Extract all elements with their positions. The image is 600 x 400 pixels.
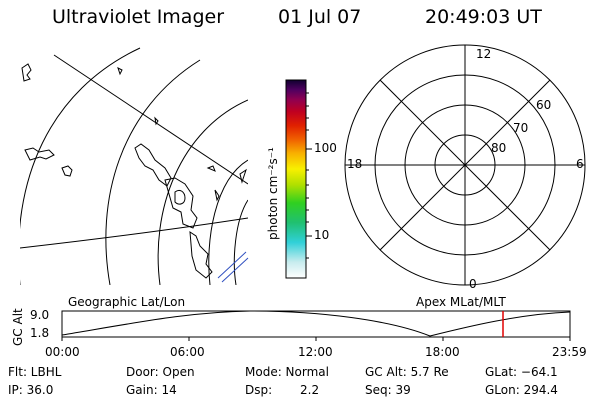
ip-info: IP: 36.0 xyxy=(8,383,54,397)
geographic-map xyxy=(20,47,248,285)
timeline-apex-title: Apex MLat/MLT xyxy=(416,295,506,309)
timeline-ymin: 1.8 xyxy=(30,326,50,340)
glat-info: GLat: −64.1 xyxy=(485,365,558,379)
coastline xyxy=(134,143,172,187)
instrument-title: Ultraviolet Imager xyxy=(52,6,225,28)
coastline xyxy=(189,231,213,279)
gain-info: Gain: 14 xyxy=(126,383,177,397)
colorbar-ticks xyxy=(306,92,312,259)
map-grid-line xyxy=(20,217,248,249)
map-grid-line xyxy=(157,99,248,285)
colorbar-unit-label: photon cm⁻²s⁻¹ xyxy=(266,147,280,240)
timeline-frame xyxy=(61,310,571,338)
polar-lat-60: 60 xyxy=(536,98,552,112)
mlt-line-diag xyxy=(379,79,551,251)
seq-info: Seq: 39 xyxy=(365,383,411,397)
dsp-label: Dsp: xyxy=(245,383,273,397)
polar-plot xyxy=(344,44,586,286)
timeline-geo-title: Geographic Lat/Lon xyxy=(68,295,186,309)
coastline xyxy=(239,168,247,184)
polar-lat-70: 70 xyxy=(513,121,529,135)
coastline xyxy=(214,189,220,202)
timeline-axis-label: GC Alt xyxy=(11,308,25,346)
map-grid-line xyxy=(53,54,248,185)
door-info: Door: Open xyxy=(126,365,195,379)
date-label: 01 Jul 07 xyxy=(278,6,362,28)
timeline-time-1: 06:00 xyxy=(170,345,205,359)
altitude-curve xyxy=(61,310,571,337)
polar-label-18: 18 xyxy=(347,157,363,171)
map-grid-line xyxy=(105,59,201,285)
glon-info: GLon: 294.4 xyxy=(485,383,558,397)
colorbar-tick-10: 10 xyxy=(314,228,330,242)
timeline-ymax: 9.0 xyxy=(30,308,50,322)
filter-info: Flt: LBHL xyxy=(8,365,62,379)
coastline-highlight xyxy=(217,251,249,283)
coastline xyxy=(174,189,186,205)
timeline-time-0: 00:00 xyxy=(45,345,80,359)
polar-label-0: 0 xyxy=(469,277,477,291)
map-grid-line xyxy=(20,47,141,285)
coastline xyxy=(164,177,198,229)
coastline xyxy=(206,165,216,172)
map-grid-line xyxy=(208,159,248,285)
timeline-time-3: 18:00 xyxy=(425,345,460,359)
colorbar xyxy=(285,79,307,279)
timeline-ticks xyxy=(61,337,571,341)
gc-alt-info: GC Alt: 5.7 Re xyxy=(365,365,449,379)
coastline xyxy=(24,147,55,161)
polar-lat-80: 80 xyxy=(491,141,507,155)
timeline-time-4: 23:59 xyxy=(552,345,587,359)
dsp-value: 2.2 xyxy=(300,383,320,397)
polar-label-6: 6 xyxy=(576,157,584,171)
colorbar-tick-100: 100 xyxy=(314,141,337,155)
time-label: 20:49:03 UT xyxy=(425,6,542,28)
map-grid-line xyxy=(233,199,248,285)
polar-label-12: 12 xyxy=(476,47,492,61)
coastline xyxy=(154,116,159,126)
timeline-time-2: 12:00 xyxy=(298,345,333,359)
mode-info: Mode: Normal xyxy=(245,365,329,379)
coastline xyxy=(117,67,123,76)
coastline xyxy=(21,63,32,82)
coastline xyxy=(61,165,73,177)
